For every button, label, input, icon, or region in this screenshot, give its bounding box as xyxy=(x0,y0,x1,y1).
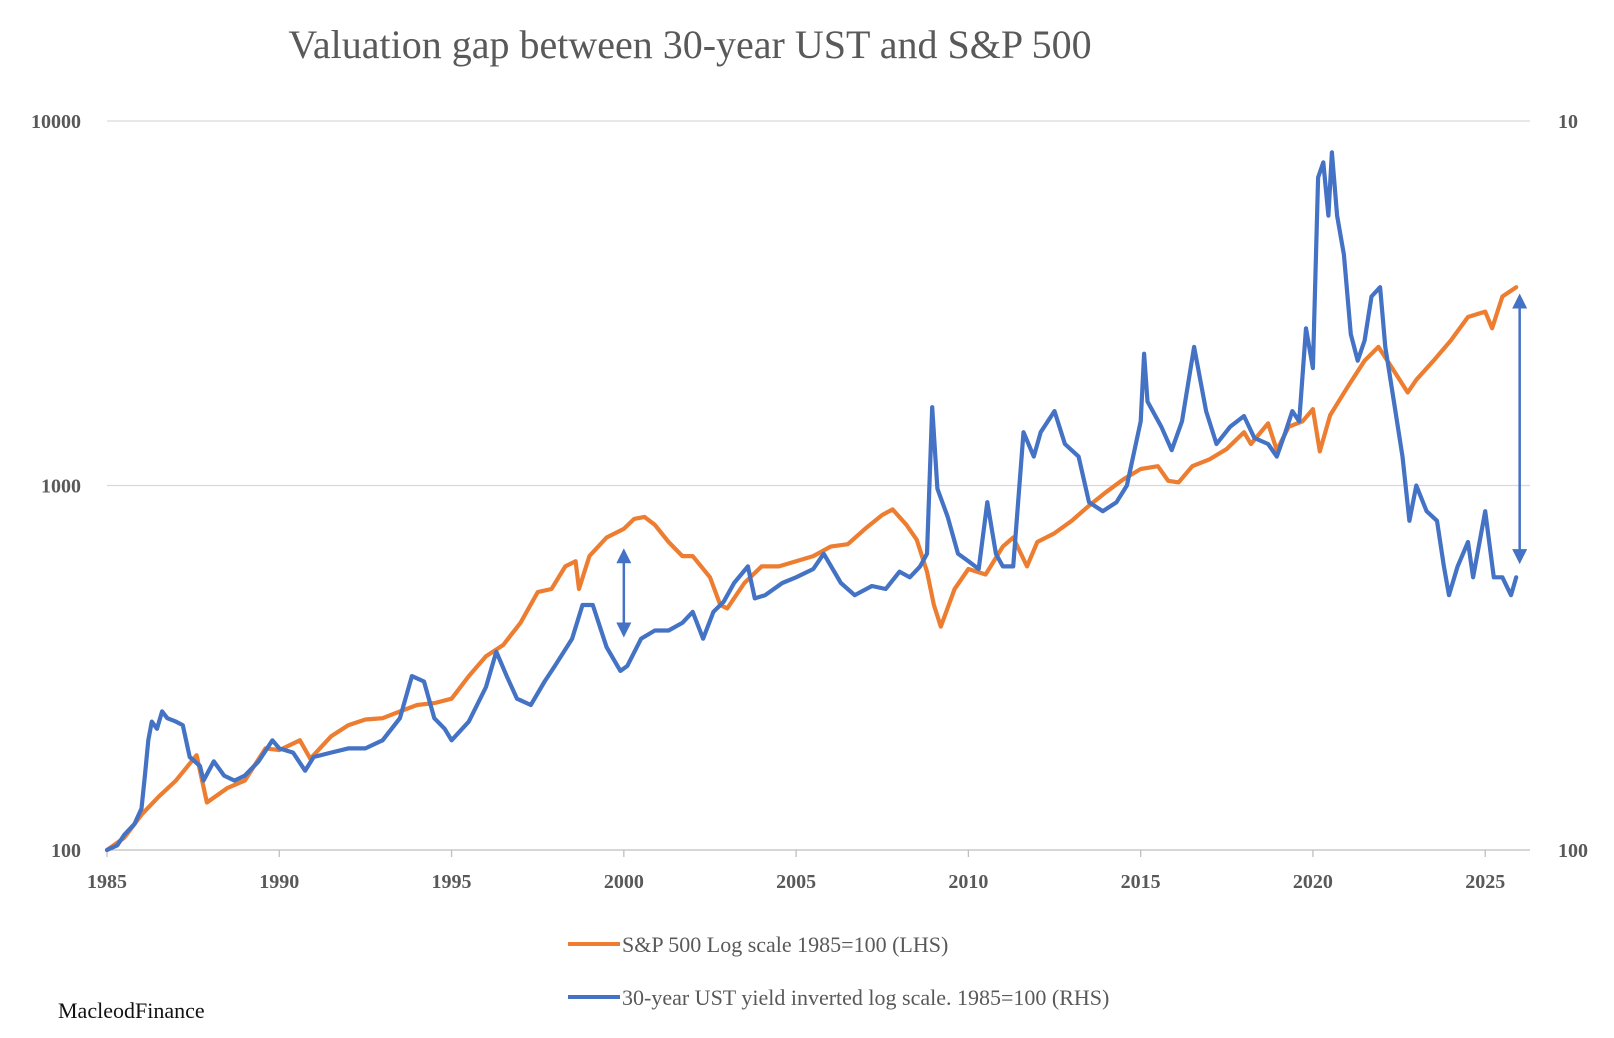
series-lines xyxy=(104,150,1519,853)
x-tick-label: 2000 xyxy=(604,871,644,893)
x-tick-label: 2020 xyxy=(1293,871,1333,893)
y-left-tick-label: 1000 xyxy=(41,476,81,498)
x-tick-label: 2005 xyxy=(776,871,816,893)
y-right-tick-label: 100 xyxy=(1558,840,1588,862)
x-tick-label: 1990 xyxy=(259,871,299,893)
axis-ticks: 10000 1000 100 10 100 1985 1990 1995 2000 2005 201… xyxy=(31,111,1588,893)
x-tick-label: 2010 xyxy=(948,871,988,893)
legend-label-ust: 30-year UST yield inverted log scale. 19… xyxy=(622,985,1109,1010)
x-tick-label: 1995 xyxy=(432,871,472,893)
series-line-ust xyxy=(104,150,1519,853)
legend-label-sp500: S&P 500 Log scale 1985=100 (LHS) xyxy=(622,932,948,957)
grid xyxy=(107,120,1530,851)
x-tick-label: 1985 xyxy=(87,871,127,893)
source-label: MacleodFinance xyxy=(58,998,205,1023)
annotations xyxy=(616,293,1528,638)
y-left-tick-label: 100 xyxy=(51,840,81,862)
y-left-tick-label: 10000 xyxy=(31,111,81,133)
legend: S&P 500 Log scale 1985=100 (LHS) 30-year… xyxy=(568,932,1109,1010)
chart-title: Valuation gap between 30-year UST and S&… xyxy=(288,22,1091,67)
x-tick-label: 2015 xyxy=(1121,871,1161,893)
y-right-tick-label: 10 xyxy=(1558,111,1578,133)
x-tick-label: 2025 xyxy=(1465,871,1505,893)
